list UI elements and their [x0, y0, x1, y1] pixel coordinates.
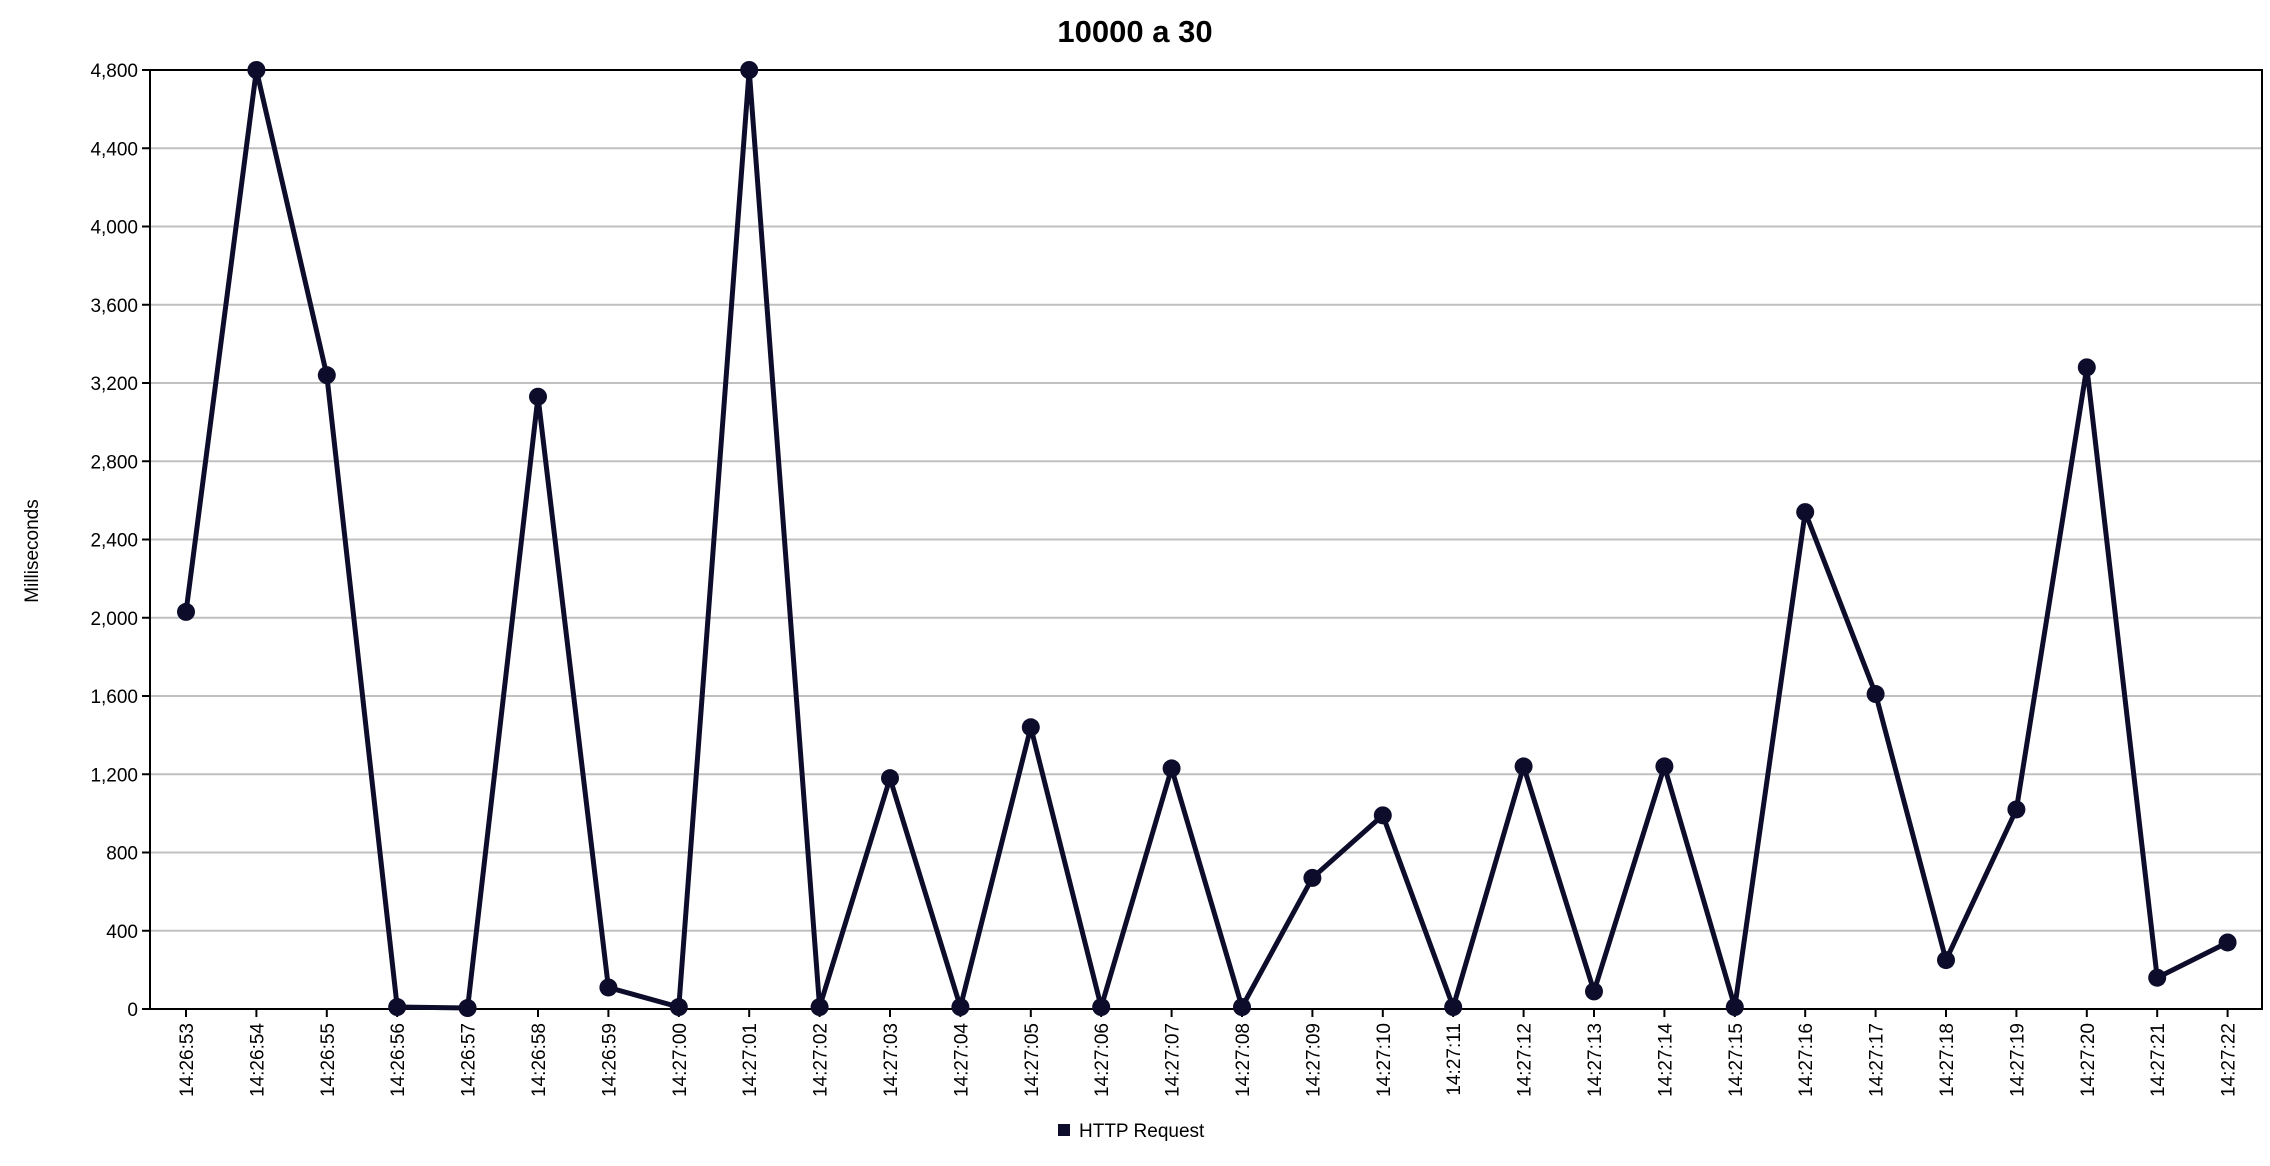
x-tick-label: 14:26:58	[529, 1023, 550, 1097]
series-http-request	[177, 61, 2237, 1018]
x-tick-label: 14:27:05	[1022, 1023, 1043, 1097]
x-tick-label: 14:27:18	[1937, 1023, 1958, 1097]
legend-label: HTTP Request	[1079, 1121, 1205, 1142]
data-point	[1585, 982, 1603, 1001]
y-tick-label: 4,400	[90, 139, 138, 160]
x-tick-label: 14:26:53	[177, 1023, 198, 1097]
data-point	[1303, 868, 1322, 887]
data-point	[1373, 806, 1392, 825]
series-line	[183, 67, 2229, 1011]
x-tick-label: 14:27:08	[1233, 1023, 1254, 1097]
y-tick-label: 4,000	[90, 218, 138, 239]
x-tick-label: 14:27:04	[951, 1023, 972, 1097]
x-tick-label: 14:27:22	[2219, 1023, 2240, 1097]
data-point	[458, 999, 477, 1018]
x-tick-label: 14:27:09	[1303, 1023, 1324, 1097]
data-point	[1021, 718, 1040, 737]
data-point	[810, 998, 829, 1017]
x-tick-label: 14:27:15	[1726, 1023, 1747, 1097]
x-tick-label: 14:27:06	[1092, 1023, 1113, 1097]
x-tick-label: 14:27:21	[2148, 1023, 2169, 1097]
data-point	[177, 602, 195, 621]
y-tick-label: 0	[127, 1000, 138, 1021]
data-point	[247, 61, 266, 79]
y-tick-label: 3,600	[90, 296, 138, 317]
x-tick-label: 14:27:10	[1374, 1023, 1395, 1097]
x-tick-label: 14:27:01	[740, 1023, 761, 1097]
data-point	[1866, 685, 1885, 704]
x-tick-label: 14:27:11	[1444, 1023, 1465, 1096]
data-point	[1937, 951, 1955, 970]
x-axis-ticks: 14:26:53 14:26:54 14:26:55 14:26:56 14:26:57…	[177, 1009, 2240, 1097]
data-point	[317, 366, 336, 385]
y-tick-label: 4,800	[90, 61, 138, 82]
data-point	[388, 998, 407, 1017]
y-axis-label: Milliseconds	[22, 499, 43, 602]
legend-swatch	[1058, 1124, 1070, 1136]
x-tick-label: 14:27:16	[1796, 1023, 1817, 1097]
x-tick-label: 14:27:13	[1585, 1023, 1606, 1097]
y-tick-label: 1,600	[90, 687, 138, 708]
x-tick-label: 14:27:20	[2078, 1023, 2099, 1097]
y-tick-label: 800	[106, 844, 138, 865]
x-tick-label: 14:26:57	[459, 1023, 480, 1097]
data-point	[2007, 800, 2026, 819]
data-point	[1444, 998, 1463, 1017]
data-point	[881, 769, 899, 788]
x-tick-label: 14:26:54	[247, 1023, 268, 1097]
y-axis-ticks: 0 400 800 1,200 1,600 2,000 2,400 2,800 3,200 3,6…	[90, 61, 150, 1021]
data-point	[599, 978, 618, 997]
data-point	[1725, 998, 1744, 1017]
x-tick-label: 14:27:07	[1163, 1023, 1184, 1097]
x-tick-label: 14:26:59	[599, 1023, 620, 1097]
x-tick-label: 14:27:12	[1515, 1023, 1536, 1097]
x-tick-label: 14:27:14	[1655, 1023, 1676, 1097]
data-point	[740, 61, 759, 79]
x-tick-label: 14:27:02	[811, 1023, 832, 1097]
x-tick-label: 14:27:17	[1867, 1023, 1888, 1097]
chart-title: 10000 a 30	[1057, 14, 1212, 49]
data-point	[1233, 998, 1251, 1017]
x-tick-label: 14:27:00	[670, 1023, 691, 1097]
y-tick-label: 2,000	[90, 609, 138, 630]
data-point	[1092, 998, 1111, 1017]
gridlines	[150, 147, 2262, 932]
data-point	[2077, 358, 2096, 377]
x-tick-label: 14:27:03	[881, 1023, 902, 1097]
x-tick-label: 14:26:56	[388, 1023, 409, 1097]
plot-area-border	[149, 69, 2263, 1010]
x-tick-label: 14:27:19	[2007, 1023, 2028, 1097]
data-point	[1514, 757, 1533, 776]
x-tick-label: 14:26:55	[318, 1023, 339, 1097]
data-point	[2148, 968, 2167, 987]
y-tick-label: 2,400	[90, 531, 138, 552]
data-point	[2218, 933, 2237, 952]
data-point	[1655, 757, 1674, 776]
y-tick-label: 1,200	[90, 765, 138, 786]
data-point	[1162, 759, 1181, 778]
data-point	[1796, 503, 1815, 522]
y-tick-label: 400	[106, 922, 138, 943]
data-point	[669, 998, 688, 1017]
y-tick-label: 2,800	[90, 452, 138, 473]
y-tick-label: 3,200	[90, 374, 138, 395]
legend: HTTP Request	[1058, 1121, 1205, 1142]
data-point	[951, 998, 970, 1017]
data-point	[529, 387, 547, 406]
